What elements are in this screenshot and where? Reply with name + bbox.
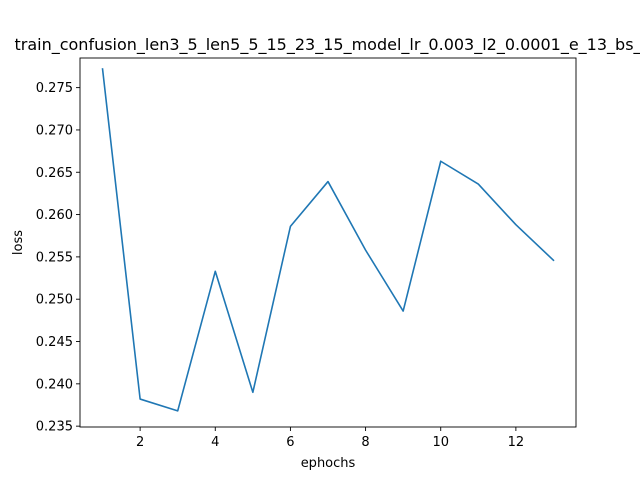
y-tick-label: 0.240: [36, 377, 73, 392]
y-tick-label: 0.235: [36, 420, 73, 435]
y-tick-label: 0.250: [36, 293, 73, 308]
series-line-0: [101, 68, 555, 412]
y-tick-label: 0.255: [36, 250, 73, 265]
x-tick-label: 8: [361, 435, 369, 450]
y-tick-label: 0.265: [36, 166, 73, 181]
plot-area: [79, 57, 577, 428]
x-tick-label: 2: [136, 435, 144, 450]
x-tick-label: 10: [432, 435, 449, 450]
y-tick-label: 0.260: [36, 208, 73, 223]
plot-frame: [79, 57, 577, 428]
x-axis-label: ephochs: [301, 456, 356, 471]
x-axis: 2 4 6 8 10 12: [136, 427, 524, 450]
y-tick-label: 0.245: [36, 335, 73, 350]
chart-title: train_confusion_len3_5_len5_5_15_23_15_m…: [14, 35, 640, 55]
x-tick-label: 12: [508, 435, 525, 450]
y-axis-label: loss: [11, 230, 26, 255]
x-tick-label: 4: [211, 435, 219, 450]
x-tick-label: 6: [286, 435, 294, 450]
y-tick-label: 0.275: [36, 81, 73, 96]
y-tick-label: 0.270: [36, 123, 73, 138]
y-axis: 0.235 0.240 0.245 0.250 0.255 0.260 0.265 0.270…: [36, 81, 80, 435]
